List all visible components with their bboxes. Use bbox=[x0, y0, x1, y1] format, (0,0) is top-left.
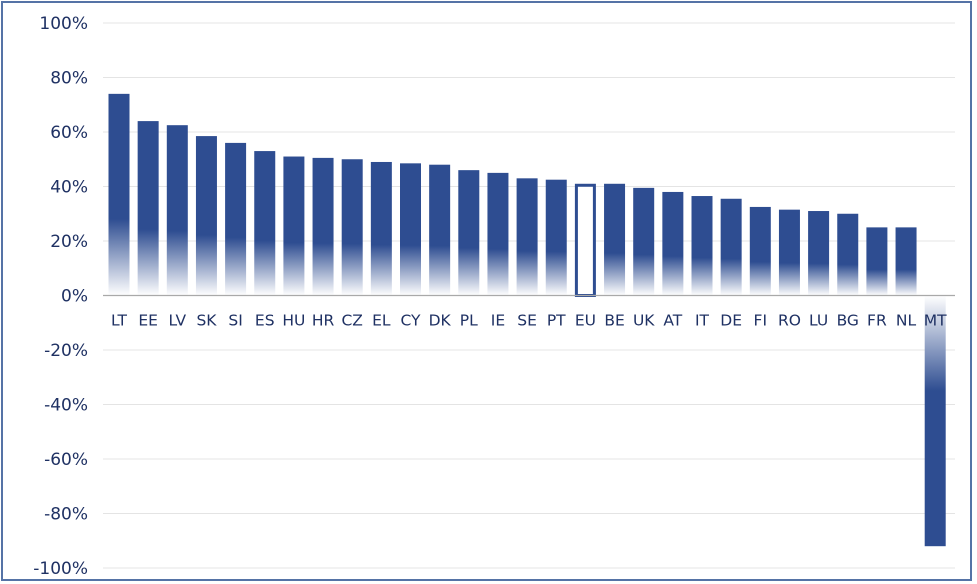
bar bbox=[516, 178, 538, 296]
x-tick-label: LT bbox=[111, 312, 128, 330]
x-tick-label: PT bbox=[547, 312, 566, 330]
bar bbox=[225, 142, 247, 296]
y-tick-label: 40% bbox=[50, 178, 88, 198]
bar bbox=[749, 206, 771, 296]
x-tick-label: RO bbox=[778, 312, 801, 330]
y-tick-label: -60% bbox=[44, 450, 88, 470]
bar bbox=[895, 227, 917, 296]
bar bbox=[400, 163, 421, 296]
bar bbox=[924, 295, 946, 547]
bar bbox=[137, 121, 159, 296]
x-tick-label: CZ bbox=[341, 312, 362, 330]
bar bbox=[837, 213, 859, 296]
x-tick-label: BE bbox=[604, 312, 624, 330]
x-tick-label: LU bbox=[809, 312, 828, 330]
bar bbox=[778, 209, 800, 296]
bar-highlight bbox=[574, 183, 596, 297]
bar bbox=[254, 151, 276, 296]
bar bbox=[866, 227, 888, 296]
x-tick-label: ES bbox=[255, 312, 275, 330]
x-tick-label: PL bbox=[460, 312, 478, 330]
x-tick-label: SI bbox=[228, 312, 242, 330]
y-tick-label: -80% bbox=[44, 505, 88, 525]
x-tick-label: FR bbox=[867, 312, 887, 330]
x-tick-label: CY bbox=[400, 312, 421, 330]
y-tick-label: 20% bbox=[50, 232, 88, 252]
x-tick-label: DK bbox=[429, 312, 452, 330]
x-tick-label: MT bbox=[924, 312, 947, 330]
bar bbox=[808, 211, 830, 296]
y-tick-label: -20% bbox=[44, 341, 88, 361]
x-tick-label: EE bbox=[138, 312, 158, 330]
bar bbox=[370, 161, 392, 296]
x-tick-label: SE bbox=[517, 312, 537, 330]
y-tick-label: 80% bbox=[50, 69, 88, 89]
bar bbox=[341, 159, 363, 296]
x-tick-label: SK bbox=[196, 312, 217, 330]
bar bbox=[195, 136, 217, 296]
x-tick-label: DE bbox=[720, 312, 742, 330]
bar bbox=[545, 179, 567, 296]
bar bbox=[312, 157, 334, 296]
x-tick-label: BG bbox=[837, 312, 859, 330]
bar bbox=[429, 164, 451, 296]
y-tick-label: -100% bbox=[33, 559, 88, 579]
bar bbox=[633, 187, 655, 296]
x-tick-label: IT bbox=[695, 312, 710, 330]
x-tick-label: AT bbox=[663, 312, 682, 330]
x-tick-label: UK bbox=[633, 312, 655, 330]
bar bbox=[166, 125, 188, 296]
x-tick-label: FI bbox=[754, 312, 768, 330]
x-tick-label: HU bbox=[282, 312, 305, 330]
bar bbox=[720, 198, 742, 296]
bar bbox=[283, 156, 305, 296]
x-tick-label: EL bbox=[372, 312, 391, 330]
bar bbox=[662, 191, 684, 296]
bar bbox=[108, 93, 130, 296]
bar bbox=[691, 196, 713, 296]
x-tick-label: NL bbox=[896, 312, 917, 330]
y-tick-label: 0% bbox=[61, 287, 88, 307]
y-tick-label: 100% bbox=[39, 14, 88, 34]
x-tick-label: LV bbox=[169, 312, 187, 330]
x-tick-label: IE bbox=[491, 312, 505, 330]
bar bbox=[487, 172, 509, 296]
y-tick-label: 60% bbox=[50, 123, 88, 143]
y-tick-label: -40% bbox=[44, 396, 88, 416]
x-tick-label: HR bbox=[312, 312, 335, 330]
bar bbox=[604, 183, 626, 296]
x-tick-label: EU bbox=[575, 312, 596, 330]
bar bbox=[458, 170, 480, 296]
